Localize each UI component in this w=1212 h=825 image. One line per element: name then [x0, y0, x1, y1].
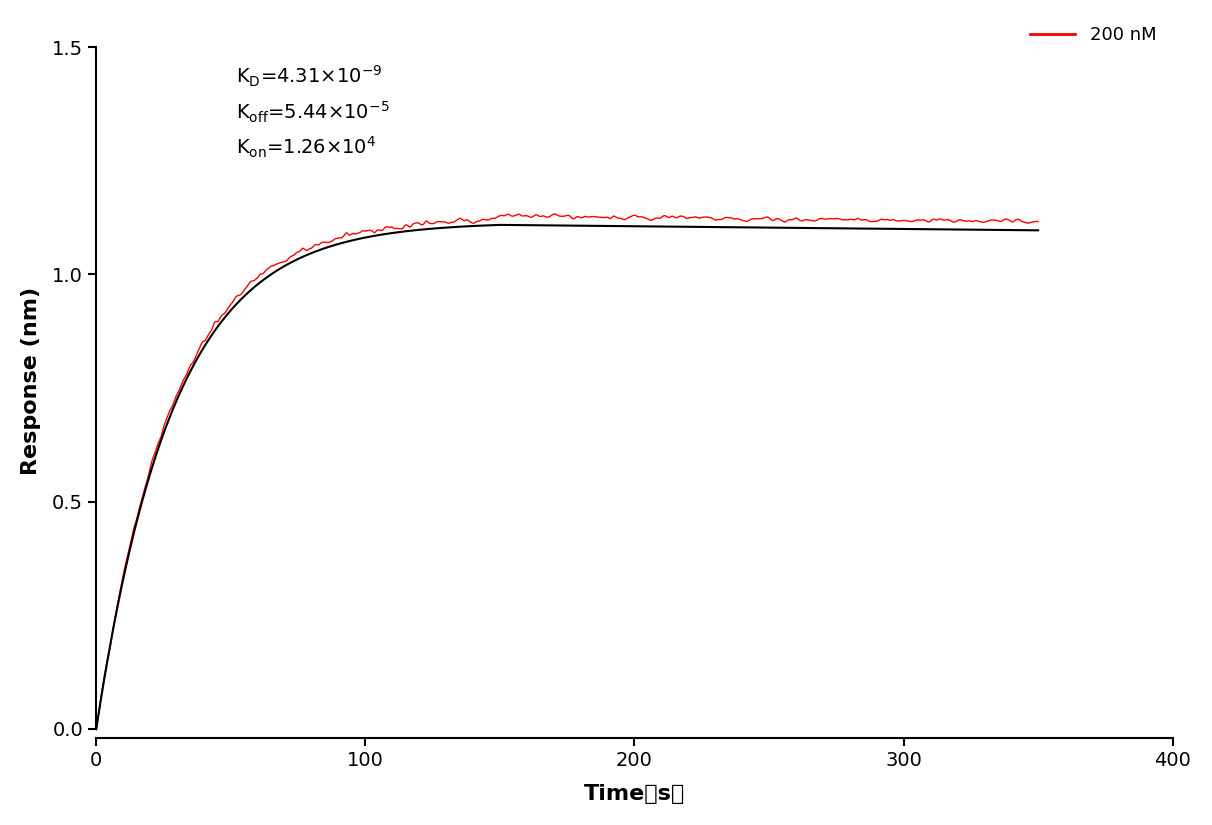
Text: K$_{\rm off}$=5.44×10$^{-5}$: K$_{\rm off}$=5.44×10$^{-5}$ [236, 100, 390, 125]
Legend: 200 nM: 200 nM [1023, 19, 1164, 52]
X-axis label: Time（s）: Time（s） [584, 785, 685, 804]
Y-axis label: Response (nm): Response (nm) [21, 287, 41, 475]
Text: K$_{\rm D}$=4.31×10$^{-9}$: K$_{\rm D}$=4.31×10$^{-9}$ [236, 64, 383, 89]
Text: K$_{\rm on}$=1.26×10$^{4}$: K$_{\rm on}$=1.26×10$^{4}$ [236, 135, 377, 160]
